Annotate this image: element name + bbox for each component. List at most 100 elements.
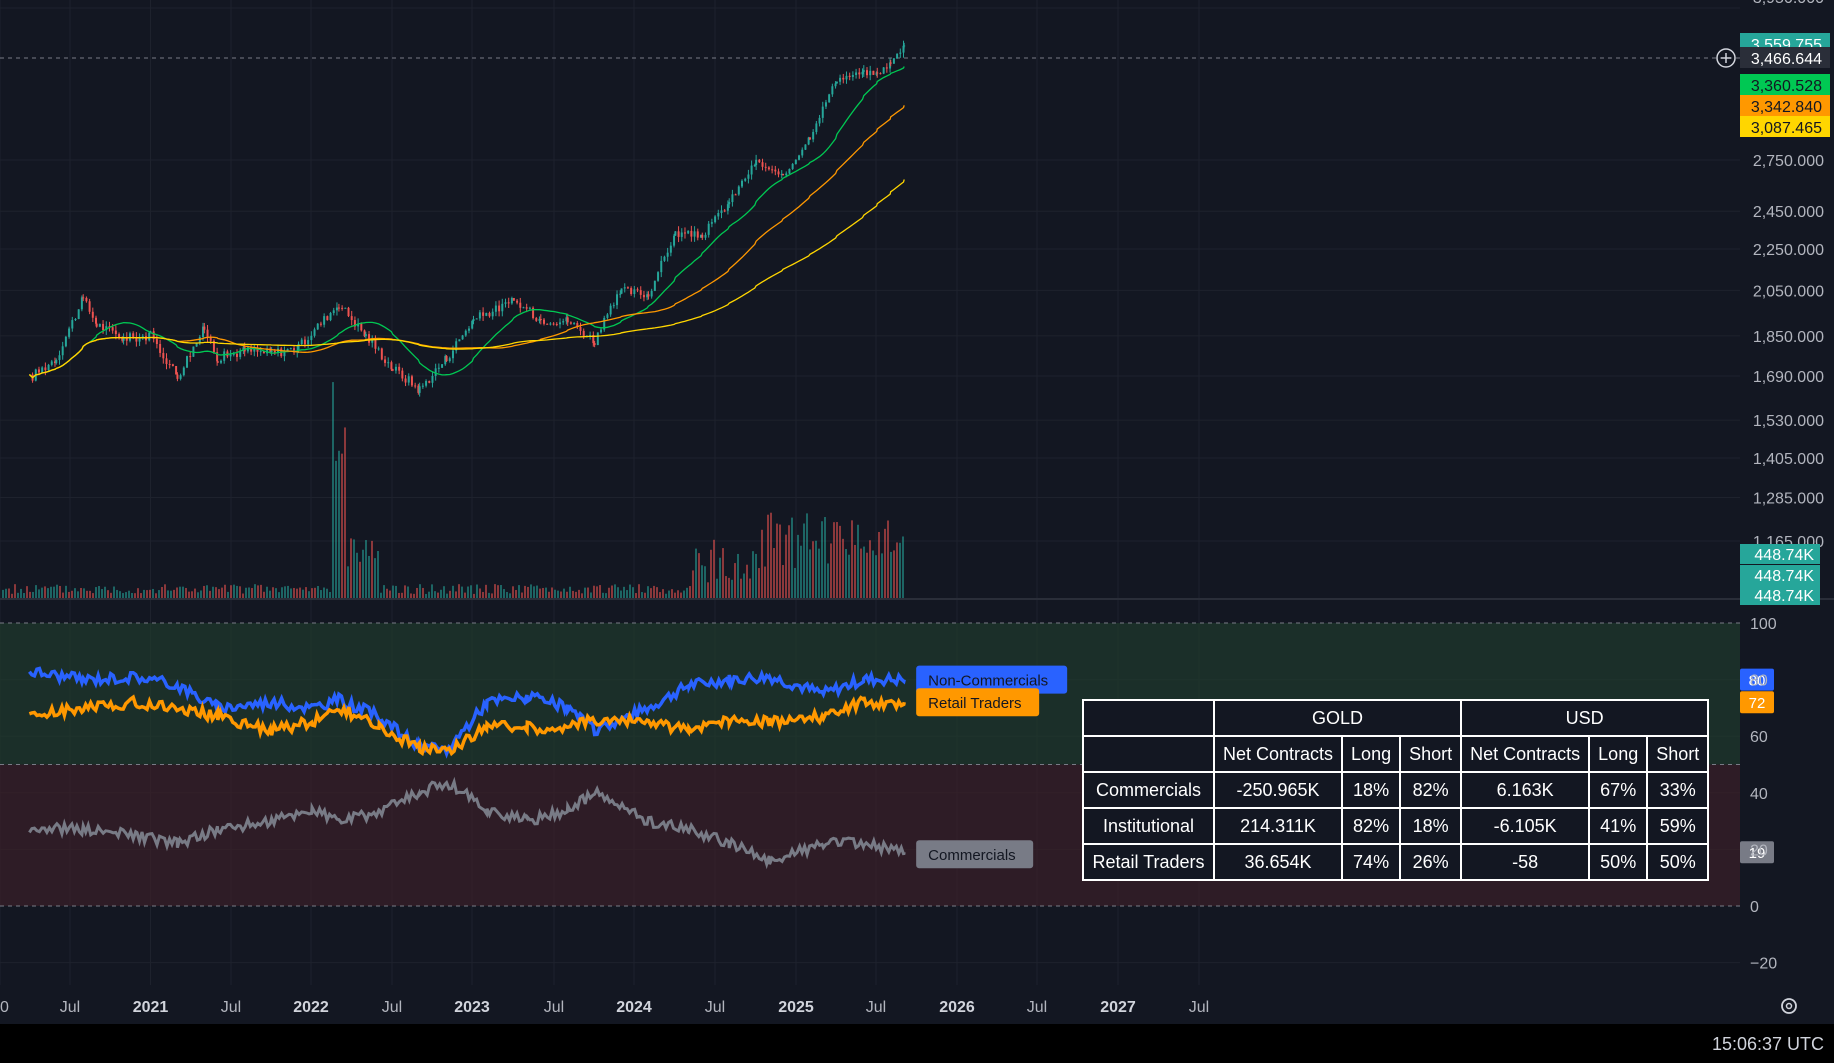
volume-bar [5,588,7,598]
volume-bar [779,524,781,598]
volume-bar [749,578,751,598]
volume-bar [419,584,421,598]
candle-body [80,297,83,310]
table-cell: 50% [1588,843,1649,881]
volume-bar [620,590,622,598]
price-axis-label: 3,950.000 [1753,0,1824,7]
volume-bar [800,545,802,598]
candle-body [337,307,340,309]
volume-bar [236,585,238,598]
volume-bar [875,555,877,598]
clock: 15:06:37 UTC [1711,1034,1824,1054]
candle-body [380,348,383,360]
volume-bar [89,590,91,598]
candle-body [824,102,827,107]
volume-bar [695,548,697,598]
volume-bar [827,563,829,598]
volume-bar [80,587,82,598]
volume-bar [23,593,25,598]
volume-bar [347,566,349,598]
table-corner [1082,699,1215,737]
candle-body [899,52,902,54]
candle-body [582,330,585,337]
candle-body [235,353,238,357]
candle-body [723,210,726,212]
volume-bar [707,582,709,598]
candle-body [677,231,680,237]
volume-bar [167,590,169,598]
candle-body [401,370,404,379]
candle-body [64,336,67,347]
candle-body [171,364,174,366]
cot-series-line [28,776,906,870]
volume-bar [437,592,439,598]
candle-body [589,335,592,337]
volume-bar [500,585,502,598]
candle-body [539,318,542,320]
candle-body [828,94,831,103]
plus-circle-icon[interactable] [1716,48,1736,68]
time-axis-label: Jul [60,999,80,1016]
volume-bar [722,548,724,598]
volume-bar [782,565,784,598]
time-axis-label: 2022 [293,999,329,1016]
volume-bar [878,531,880,598]
volume-bar [299,587,301,598]
candle-body [636,289,639,291]
gear-icon[interactable] [1781,998,1797,1014]
volume-bar [191,591,193,598]
candle-body [404,378,407,383]
candle-body [612,305,615,307]
volume-bar [86,590,88,598]
candle-body [229,354,232,357]
candle-body [273,350,276,353]
row-label: Institutional [1082,807,1215,845]
table-cell: 41% [1588,807,1649,845]
volume-bar [251,588,253,598]
volume-bar [581,593,583,598]
volume-bar [425,593,427,598]
time-axis-label: Jul [544,999,564,1016]
volume-bar [491,593,493,598]
candle-body [777,171,780,175]
volume-bar [197,592,199,598]
candle-body [804,144,807,150]
volume-bar [854,544,856,598]
candle-body [53,361,56,364]
candle-body [239,350,242,357]
volume-bar [824,517,826,598]
volume-bar [599,585,601,598]
volume-bar [551,587,553,598]
table-cell: 36.654K [1212,843,1344,881]
candle-body [646,294,649,298]
volume-bar [497,585,499,598]
candle-body [600,329,603,333]
volume-bar [806,513,808,598]
candle-body [155,338,158,345]
candle-body [316,323,319,330]
candle-body [347,307,350,317]
series-value-bg [1740,841,1774,864]
volume-bar [182,586,184,598]
volume-bar [839,525,841,598]
candle-body [619,293,622,295]
candle-body [394,366,397,371]
candle-body [616,294,619,306]
candle-body [639,290,642,295]
candle-body [286,348,289,352]
candle-body [630,288,633,295]
candle-body [410,376,413,386]
candle-body [869,70,872,76]
candle-body [650,290,653,297]
candle-body [566,317,569,323]
volume-bar [863,546,865,598]
volume-bar [137,588,139,598]
candle-body [297,344,300,351]
volume-bar [494,584,496,598]
cot-series-line [28,666,906,759]
volume-bar [431,584,433,598]
candle-body [461,335,464,340]
volume-bar [413,593,415,598]
candle-body [538,318,541,321]
candle-body [418,386,421,393]
